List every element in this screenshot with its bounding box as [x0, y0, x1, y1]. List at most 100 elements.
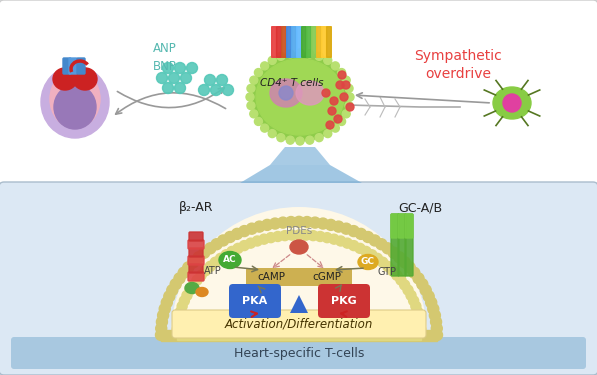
Circle shape — [338, 71, 346, 79]
Ellipse shape — [73, 68, 97, 90]
Circle shape — [269, 218, 281, 229]
Polygon shape — [270, 147, 330, 165]
Ellipse shape — [41, 66, 109, 138]
Circle shape — [308, 231, 318, 241]
Text: cAMP: cAMP — [257, 272, 285, 282]
Ellipse shape — [53, 68, 77, 90]
FancyBboxPatch shape — [282, 27, 287, 57]
Circle shape — [279, 86, 293, 100]
Circle shape — [420, 285, 431, 296]
Circle shape — [503, 94, 521, 112]
Text: GC: GC — [361, 258, 375, 267]
Ellipse shape — [185, 282, 199, 294]
Ellipse shape — [296, 81, 324, 105]
Circle shape — [336, 81, 344, 89]
Ellipse shape — [290, 240, 308, 254]
Circle shape — [182, 290, 192, 300]
Circle shape — [173, 318, 183, 328]
Text: cGMP: cGMP — [312, 272, 341, 282]
Circle shape — [188, 257, 199, 268]
Circle shape — [331, 62, 339, 70]
Circle shape — [201, 266, 211, 276]
Text: Sympathetic
overdrive: Sympathetic overdrive — [414, 49, 502, 81]
Circle shape — [247, 102, 255, 109]
Circle shape — [172, 330, 182, 340]
Circle shape — [430, 316, 442, 327]
FancyBboxPatch shape — [316, 27, 321, 57]
Circle shape — [361, 246, 371, 256]
Polygon shape — [240, 165, 362, 183]
FancyBboxPatch shape — [287, 27, 291, 57]
Circle shape — [246, 93, 254, 101]
Text: GTP: GTP — [377, 267, 396, 277]
Circle shape — [396, 275, 406, 285]
FancyBboxPatch shape — [405, 214, 413, 238]
Ellipse shape — [196, 288, 208, 297]
FancyBboxPatch shape — [11, 337, 586, 369]
Circle shape — [155, 330, 167, 340]
Circle shape — [348, 226, 359, 237]
Circle shape — [413, 307, 423, 317]
Circle shape — [198, 84, 210, 96]
Circle shape — [342, 81, 350, 89]
Circle shape — [376, 239, 387, 250]
Circle shape — [399, 257, 410, 268]
Circle shape — [318, 218, 328, 229]
Circle shape — [342, 76, 350, 84]
Circle shape — [329, 234, 339, 244]
Ellipse shape — [270, 79, 302, 107]
Ellipse shape — [256, 59, 344, 135]
Circle shape — [408, 296, 418, 306]
Circle shape — [156, 323, 167, 334]
Circle shape — [273, 231, 283, 242]
Text: Activation/Differentiation: Activation/Differentiation — [225, 318, 373, 330]
Circle shape — [362, 231, 374, 243]
Circle shape — [261, 62, 269, 70]
Circle shape — [336, 236, 346, 246]
Circle shape — [355, 243, 365, 254]
FancyBboxPatch shape — [272, 27, 276, 57]
Circle shape — [193, 252, 204, 263]
Circle shape — [394, 252, 405, 263]
Circle shape — [296, 137, 304, 145]
Ellipse shape — [250, 53, 350, 141]
Circle shape — [341, 223, 352, 234]
Circle shape — [333, 221, 344, 232]
Circle shape — [192, 275, 202, 285]
Text: PKA: PKA — [242, 296, 267, 306]
Circle shape — [211, 84, 221, 96]
Circle shape — [388, 247, 399, 258]
Circle shape — [179, 296, 189, 306]
Circle shape — [416, 324, 426, 334]
FancyBboxPatch shape — [391, 214, 399, 238]
Circle shape — [278, 217, 288, 228]
Text: β₂-AR: β₂-AR — [179, 201, 213, 214]
Circle shape — [306, 50, 314, 58]
Circle shape — [216, 254, 226, 263]
Circle shape — [413, 273, 424, 284]
Circle shape — [162, 82, 174, 93]
Circle shape — [174, 313, 184, 322]
Circle shape — [239, 241, 249, 250]
Wedge shape — [171, 207, 427, 335]
Circle shape — [253, 236, 262, 246]
FancyBboxPatch shape — [301, 27, 306, 57]
Circle shape — [268, 56, 276, 64]
Circle shape — [205, 75, 216, 86]
FancyBboxPatch shape — [398, 214, 406, 276]
Circle shape — [301, 230, 311, 240]
Circle shape — [178, 267, 189, 278]
Circle shape — [415, 318, 425, 328]
Circle shape — [328, 107, 336, 115]
Circle shape — [349, 241, 359, 250]
Circle shape — [294, 230, 304, 240]
Bar — [161, 330, 437, 340]
Circle shape — [164, 291, 175, 302]
Circle shape — [156, 316, 167, 327]
Circle shape — [168, 72, 180, 84]
Text: PDEs: PDEs — [286, 226, 312, 236]
Circle shape — [373, 254, 383, 263]
Circle shape — [217, 75, 227, 86]
Circle shape — [233, 243, 243, 254]
Circle shape — [345, 84, 353, 92]
